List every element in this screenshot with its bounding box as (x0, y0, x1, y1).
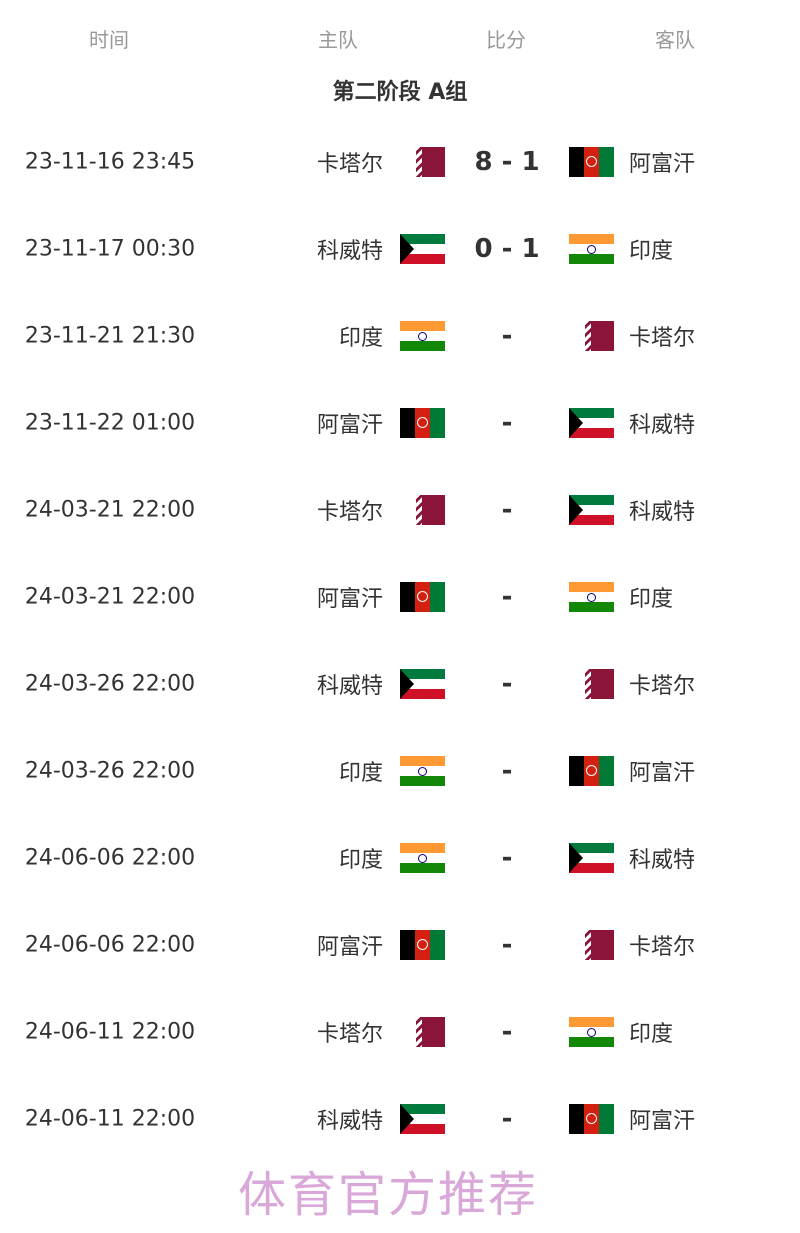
away-flag-icon (569, 146, 614, 177)
match-time: 23-11-22 01:00 (24, 410, 196, 435)
away-team: 印度 (629, 238, 674, 264)
home-team: 印度 (338, 760, 383, 786)
away-team: 科威特 (629, 499, 696, 525)
match-time: 24-06-11 22:00 (24, 1019, 196, 1044)
match-row[interactable]: 24-06-06 22:00 印度 - 科威特 (0, 814, 800, 901)
home-flag-icon (413, 1016, 445, 1047)
match-row[interactable]: 24-03-21 22:00 阿富汗 - 印度 (0, 553, 800, 640)
match-score: - (501, 494, 513, 525)
match-score: - (501, 668, 513, 699)
match-time: 23-11-21 21:30 (24, 323, 196, 348)
match-score: - (501, 1103, 513, 1134)
home-flag-icon (400, 581, 445, 612)
home-team: 阿富汗 (316, 934, 383, 960)
home-team: 科威特 (316, 673, 383, 699)
home-flag-icon (400, 755, 445, 786)
home-flag-icon (413, 494, 445, 525)
match-score: - (501, 842, 513, 873)
match-row[interactable]: 23-11-17 00:30 科威特 0 - 1 印度 (0, 205, 800, 292)
away-team: 印度 (629, 1021, 674, 1047)
home-flag-icon (400, 407, 445, 438)
away-flag-icon (569, 581, 614, 612)
away-flag-icon (569, 755, 614, 786)
away-team: 卡塔尔 (629, 934, 696, 960)
match-score: - (501, 581, 513, 612)
match-row[interactable]: 23-11-22 01:00 阿富汗 - 科威特 (0, 379, 800, 466)
match-time: 24-06-06 22:00 (24, 932, 196, 957)
away-flag-icon (569, 1103, 614, 1134)
match-time: 24-03-26 22:00 (24, 758, 196, 783)
match-score: - (501, 407, 513, 438)
match-row[interactable]: 24-06-06 22:00 阿富汗 - 卡塔尔 (0, 901, 800, 988)
home-team: 卡塔尔 (316, 499, 383, 525)
away-team: 阿富汗 (629, 151, 696, 177)
group-title: 第二阶段 A组 (332, 80, 468, 105)
header-time: 时间 (89, 28, 129, 52)
home-flag-icon (413, 146, 445, 177)
home-team: 阿富汗 (316, 586, 383, 612)
match-score: 8 - 1 (474, 146, 540, 177)
match-score: - (501, 1016, 513, 1047)
away-flag-icon (569, 1016, 614, 1047)
away-flag-icon (569, 407, 614, 438)
home-flag-icon (400, 929, 445, 960)
match-row[interactable]: 24-03-21 22:00 卡塔尔 - 科威特 (0, 466, 800, 553)
home-team: 卡塔尔 (316, 151, 383, 177)
match-row[interactable]: 24-03-26 22:00 印度 - 阿富汗 (0, 727, 800, 814)
home-team: 印度 (338, 325, 383, 351)
match-score: 0 - 1 (474, 233, 540, 264)
home-team: 阿富汗 (316, 412, 383, 438)
match-time: 24-06-06 22:00 (24, 845, 196, 870)
home-flag-icon (400, 668, 445, 699)
match-time: 24-03-21 22:00 (24, 497, 196, 522)
header-score: 比分 (486, 28, 526, 52)
match-time: 23-11-16 23:45 (24, 149, 196, 174)
match-score: - (501, 755, 513, 786)
home-team: 印度 (338, 847, 383, 873)
match-row[interactable]: 24-03-26 22:00 科威特 - 卡塔尔 (0, 640, 800, 727)
away-team: 阿富汗 (629, 1108, 696, 1134)
header-home: 主队 (318, 28, 358, 52)
watermark: 体育官方推荐 (238, 1167, 539, 1223)
away-team: 科威特 (629, 412, 696, 438)
home-team: 科威特 (316, 1108, 383, 1134)
away-team: 卡塔尔 (629, 325, 696, 351)
away-flag-icon (582, 929, 614, 960)
away-team: 阿富汗 (629, 760, 696, 786)
match-time: 24-03-26 22:00 (24, 671, 196, 696)
match-time: 24-06-11 22:00 (24, 1106, 196, 1131)
home-flag-icon (400, 233, 445, 264)
home-flag-icon (400, 842, 445, 873)
match-row[interactable]: 24-06-11 22:00 卡塔尔 - 印度 (0, 988, 800, 1075)
match-score: - (501, 929, 513, 960)
match-row[interactable]: 23-11-16 23:45 卡塔尔 8 - 1 阿富汗 (0, 118, 800, 205)
home-team: 卡塔尔 (316, 1021, 383, 1047)
home-team: 科威特 (316, 238, 383, 264)
away-team: 卡塔尔 (629, 673, 696, 699)
home-flag-icon (400, 1103, 445, 1134)
away-flag-icon (569, 842, 614, 873)
away-flag-icon (569, 494, 614, 525)
header-away: 客队 (655, 28, 695, 52)
home-flag-icon (400, 320, 445, 351)
match-time: 23-11-17 00:30 (24, 236, 196, 261)
match-row[interactable]: 23-11-21 21:30 印度 - 卡塔尔 (0, 292, 800, 379)
away-team: 科威特 (629, 847, 696, 873)
match-row[interactable]: 24-06-11 22:00 科威特 - 阿富汗 (0, 1075, 800, 1162)
away-flag-icon (569, 233, 614, 264)
away-flag-icon (582, 320, 614, 351)
match-time: 24-03-21 22:00 (24, 584, 196, 609)
match-score: - (501, 320, 513, 351)
away-team: 印度 (629, 586, 674, 612)
away-flag-icon (582, 668, 614, 699)
